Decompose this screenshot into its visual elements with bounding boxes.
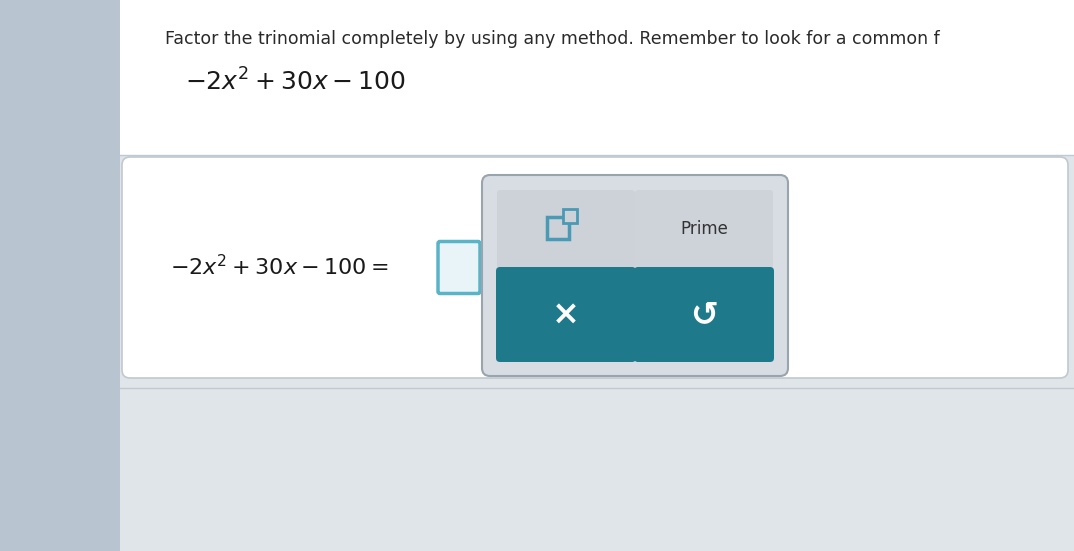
Text: ↺: ↺ [690,298,719,331]
Text: Prime: Prime [680,220,728,238]
FancyBboxPatch shape [635,190,773,268]
FancyBboxPatch shape [496,267,636,362]
FancyBboxPatch shape [438,241,480,294]
Bar [0,0,120,551]
FancyBboxPatch shape [122,157,1068,378]
FancyBboxPatch shape [482,175,788,376]
Text: Factor the trinomial completely by using any method. Remember to look for a comm: Factor the trinomial completely by using… [165,30,940,48]
Text: $-2x^2+30x-100$: $-2x^2+30x-100$ [185,68,406,95]
FancyBboxPatch shape [634,267,774,362]
FancyBboxPatch shape [563,209,577,223]
Bar [120,155,1074,551]
FancyBboxPatch shape [497,190,635,268]
Text: ×: × [552,298,580,331]
Bar [120,0,1074,155]
Text: $-2x^2+30x-100=$: $-2x^2+30x-100=$ [170,255,389,280]
